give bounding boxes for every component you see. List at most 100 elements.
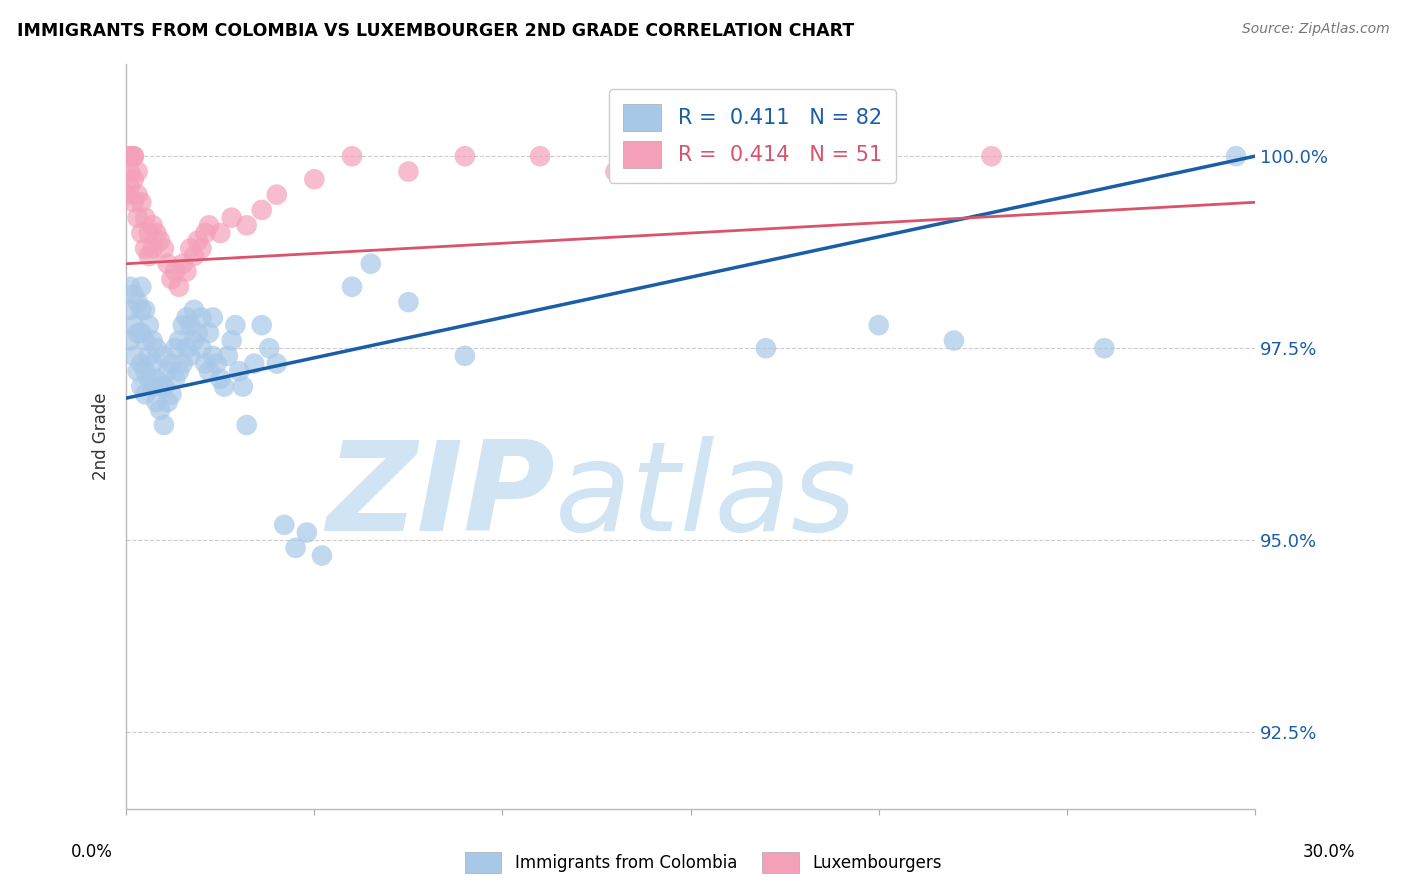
Point (266, 187, 288, 202)
Point (176, 310, 198, 325)
Point (205, 357, 228, 371)
Point (304, 172, 326, 186)
Point (868, 318, 890, 333)
Point (127, 295, 149, 310)
Legend: R =  0.411   N = 82, R =  0.414   N = 51: R = 0.411 N = 82, R = 0.414 N = 51 (609, 89, 897, 183)
Point (167, 279, 190, 293)
Point (142, 241, 165, 255)
Point (156, 257, 179, 271)
Point (221, 211, 243, 225)
Point (145, 341, 167, 355)
Point (755, 341, 778, 355)
Point (398, 164, 420, 178)
Point (145, 372, 167, 386)
Point (153, 379, 176, 393)
Point (122, 172, 145, 186)
Point (187, 234, 209, 248)
Point (243, 357, 266, 371)
Point (134, 211, 156, 225)
Point (235, 219, 257, 233)
Point (176, 264, 198, 278)
Point (120, 334, 142, 348)
Point (142, 357, 165, 371)
Point (194, 357, 217, 371)
Point (131, 226, 153, 240)
Point (273, 517, 295, 532)
Text: Source: ZipAtlas.com: Source: ZipAtlas.com (1241, 22, 1389, 37)
Point (131, 326, 153, 340)
Point (142, 219, 165, 233)
Point (149, 402, 172, 417)
Point (235, 417, 257, 432)
Point (156, 395, 179, 409)
Point (179, 318, 201, 333)
Point (212, 379, 235, 393)
Point (942, 334, 965, 348)
Point (153, 417, 176, 432)
Point (127, 211, 149, 225)
Point (138, 349, 160, 363)
Text: IMMIGRANTS FROM COLOMBIA VS LUXEMBOURGER 2ND GRADE CORRELATION CHART: IMMIGRANTS FROM COLOMBIA VS LUXEMBOURGER… (17, 22, 853, 40)
Point (127, 164, 149, 178)
Point (122, 318, 145, 333)
Point (131, 279, 153, 293)
Point (165, 341, 187, 355)
Point (134, 387, 156, 401)
Point (167, 364, 190, 378)
Point (295, 525, 318, 540)
Point (138, 372, 160, 386)
Point (153, 241, 176, 255)
Point (127, 187, 149, 202)
Point (122, 349, 145, 363)
Point (160, 387, 183, 401)
Point (183, 334, 205, 348)
Point (160, 272, 183, 286)
Point (138, 226, 160, 240)
Text: atlas: atlas (555, 435, 858, 557)
Point (454, 349, 477, 363)
Point (1225, 149, 1247, 163)
Point (198, 326, 221, 340)
Point (209, 372, 232, 386)
Point (149, 379, 172, 393)
Point (120, 302, 142, 317)
Point (134, 334, 156, 348)
Point (122, 287, 145, 301)
Point (868, 149, 890, 163)
Point (284, 541, 307, 555)
Point (454, 149, 477, 163)
Point (266, 357, 288, 371)
Text: ZIP: ZIP (326, 435, 555, 557)
Point (145, 395, 167, 409)
Point (131, 379, 153, 393)
Point (190, 241, 212, 255)
Point (190, 341, 212, 355)
Text: 30.0%: 30.0% (1302, 843, 1355, 861)
Point (120, 164, 142, 178)
Point (165, 264, 187, 278)
Point (127, 364, 149, 378)
Point (221, 334, 243, 348)
Point (183, 302, 205, 317)
Point (122, 149, 145, 163)
Point (176, 341, 198, 355)
Point (340, 279, 363, 293)
Point (201, 349, 224, 363)
Point (179, 349, 201, 363)
Point (228, 364, 250, 378)
Point (198, 364, 221, 378)
Point (194, 226, 217, 240)
Point (120, 149, 142, 163)
Point (134, 364, 156, 378)
Point (127, 326, 149, 340)
Point (190, 310, 212, 325)
Legend: Immigrants from Colombia, Luxembourgers: Immigrants from Colombia, Luxembourgers (458, 846, 948, 880)
Point (529, 149, 551, 163)
Point (160, 357, 183, 371)
Point (179, 241, 201, 255)
Point (198, 219, 221, 233)
Point (201, 310, 224, 325)
Point (153, 349, 176, 363)
Point (224, 318, 246, 333)
Point (209, 226, 232, 240)
